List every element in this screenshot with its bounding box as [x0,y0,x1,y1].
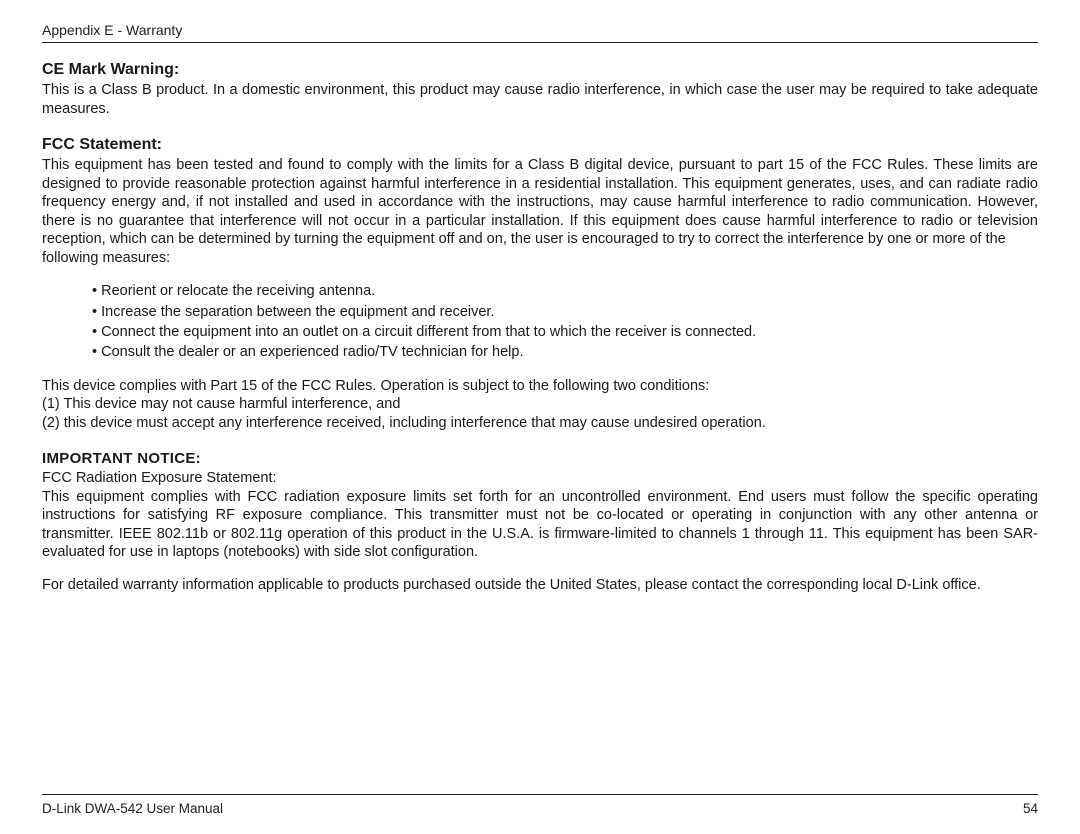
fcc-body-2a: This device complies with Part 15 of the… [42,377,1038,396]
fcc-body-1: This equipment has been tested and found… [42,156,1038,249]
notice-sub: FCC Radiation Exposure Statement: [42,469,1038,488]
ce-title: CE Mark Warning: [42,61,1038,79]
fcc-bullet-3: Connect the equipment into an outlet on … [92,322,1038,342]
notice-title: IMPORTANT NOTICE: [42,450,1038,467]
fcc-body-2b: (1) This device may not cause harmful in… [42,395,1038,414]
page: Appendix E - Warranty CE Mark Warning: T… [0,0,1080,834]
notice-body-2: For detailed warranty information applic… [42,576,1038,595]
notice-body-1: This equipment complies with FCC radiati… [42,488,1038,562]
fcc-bullet-1: Reorient or relocate the receiving anten… [92,281,1038,301]
spacer [42,566,1038,576]
fcc-title: FCC Statement: [42,136,1038,154]
fcc-body-1b: following measures: [42,249,1038,268]
ce-body: This is a Class B product. In a domestic… [42,81,1038,118]
fcc-body-2c: (2) this device must accept any interfer… [42,414,1038,433]
footer-left: D-Link DWA-542 User Manual [42,801,223,816]
footer: D-Link DWA-542 User Manual 54 [42,794,1038,816]
fcc-bullet-2: Increase the separation between the equi… [92,302,1038,322]
header-breadcrumb: Appendix E - Warranty [42,22,1038,43]
fcc-bullet-4: Consult the dealer or an experienced rad… [92,342,1038,362]
fcc-bullets: Reorient or relocate the receiving anten… [92,281,1038,362]
footer-page-number: 54 [1023,801,1038,816]
